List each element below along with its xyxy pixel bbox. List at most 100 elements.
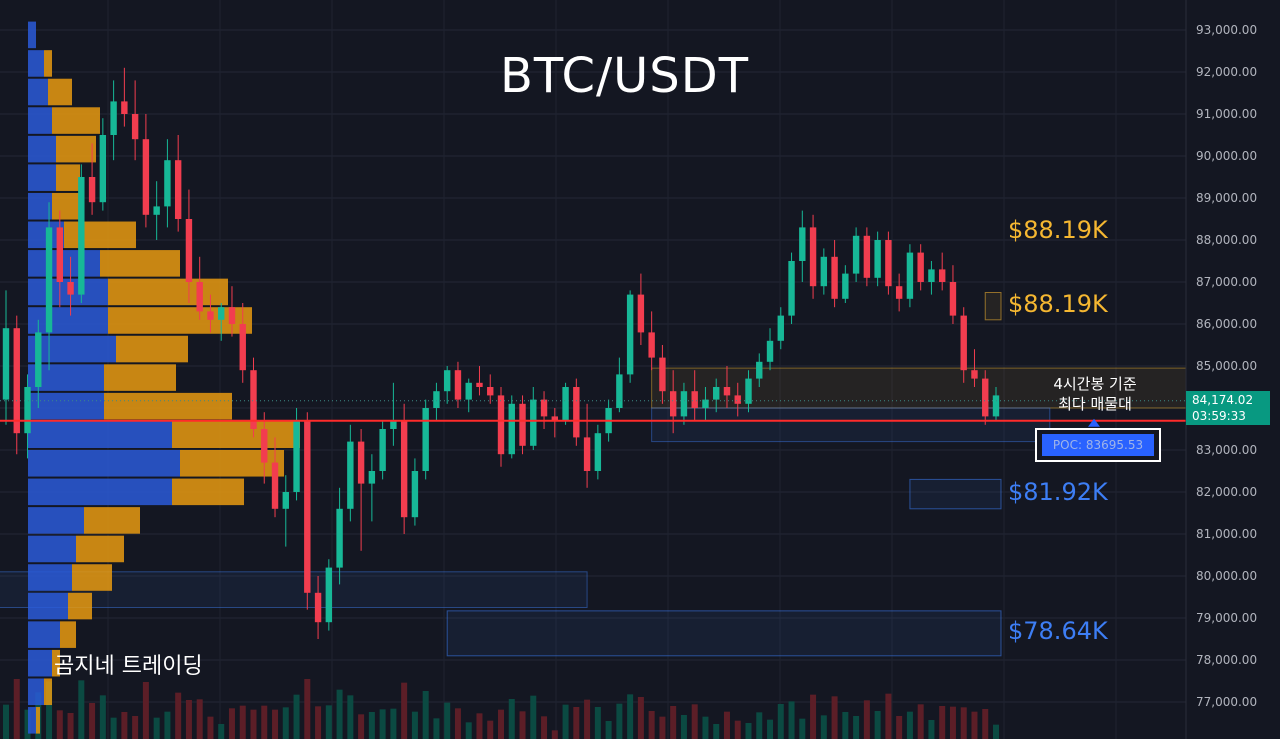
candle-body	[142, 139, 150, 215]
volume-profile-sell	[104, 364, 176, 391]
volume-bar	[788, 701, 795, 739]
brand-watermark: 곰지네 트레이딩	[54, 654, 203, 679]
candle-body	[271, 462, 279, 509]
volume-bar	[433, 718, 440, 739]
volume-bar	[949, 706, 956, 739]
y-tick-label: 91,000.00	[1196, 107, 1257, 121]
volume-bar	[261, 705, 268, 739]
volume-bar	[508, 699, 515, 739]
volume-bar	[541, 716, 548, 739]
volume-profile-sell	[56, 164, 80, 191]
y-tick-label: 83,000.00	[1196, 443, 1257, 457]
candle-body	[454, 370, 462, 400]
volume-profile-buy	[28, 649, 52, 677]
volume-profile-buy	[28, 307, 108, 334]
candle-body	[788, 261, 795, 316]
candle-body	[433, 391, 440, 408]
y-tick-label: 89,000.00	[1196, 191, 1257, 205]
volume-bar	[175, 692, 182, 739]
volume-bar	[562, 704, 569, 739]
candle-body	[745, 378, 752, 404]
volume-bar	[78, 680, 85, 739]
candle-body	[336, 508, 343, 568]
y-tick-label: 86,000.00	[1196, 317, 1257, 331]
candle-body	[852, 235, 860, 274]
candle-body	[185, 219, 193, 282]
volume-bar	[648, 711, 655, 739]
volume-bar	[702, 716, 709, 739]
zone-box-labeled	[909, 478, 1002, 510]
volume-profile-sell	[108, 307, 252, 334]
volume-bar	[928, 720, 935, 739]
volume-profile-sell	[72, 564, 112, 591]
volume-profile-buy	[28, 478, 172, 506]
volume-bar	[573, 707, 580, 739]
volume-bar	[89, 703, 96, 739]
volume-bar	[637, 697, 644, 739]
poc-marker	[1088, 418, 1100, 427]
candle-body	[680, 391, 688, 417]
volume-profile-sell	[84, 507, 140, 534]
y-tick-label: 82,000.00	[1196, 485, 1257, 499]
candle-body	[282, 492, 289, 509]
volume-bar	[110, 717, 117, 739]
volume-bar	[810, 694, 817, 739]
candle-body	[885, 240, 892, 287]
volume-profile-buy	[28, 535, 76, 563]
candle-body	[551, 416, 559, 421]
volume-profile-buy	[28, 135, 56, 163]
volume-bar	[691, 704, 698, 739]
volume-bar	[67, 713, 74, 739]
volume-profile-buy	[28, 678, 44, 706]
volume-bar	[831, 696, 838, 739]
poc-note-line-2: 최다 매물대	[1058, 395, 1132, 413]
candle-body	[669, 391, 677, 417]
candle-body	[400, 420, 408, 518]
y-tick-label: 88,000.00	[1196, 233, 1257, 247]
volume-profile-buy	[28, 78, 48, 106]
y-tick-label: 87,000.00	[1196, 275, 1257, 289]
volume-profile-sell	[172, 478, 244, 506]
volume-bar	[24, 709, 31, 739]
candle-body	[809, 227, 817, 287]
candle-body	[874, 240, 881, 278]
volume-bar	[476, 713, 483, 739]
volume-bar	[401, 682, 408, 739]
volume-bar	[584, 699, 591, 739]
poc-note: 4시간봉 기준 최다 매물대	[1030, 374, 1160, 414]
poc-label: POC: 83695.53	[1042, 434, 1154, 456]
volume-bar	[228, 708, 235, 739]
candle-body	[304, 420, 311, 593]
candle-body	[713, 387, 720, 400]
candle-body	[347, 441, 354, 509]
volume-profile-buy	[28, 564, 72, 591]
volume-profile-sell	[64, 221, 136, 249]
volume-bar	[745, 723, 752, 739]
candle-body	[390, 420, 397, 429]
candle-body	[831, 256, 838, 299]
volume-bar	[896, 716, 903, 739]
volume-profile-sell	[116, 335, 188, 363]
candle-body	[24, 387, 31, 434]
volume-bar	[917, 704, 924, 739]
volume-bar	[142, 682, 149, 739]
candle-body	[121, 101, 128, 114]
volume-bar	[863, 700, 870, 739]
zone-label: $88.19K	[1008, 290, 1108, 319]
candle-body	[992, 395, 1000, 417]
candle-body	[368, 471, 376, 484]
volume-profile-sell	[100, 250, 180, 277]
volume-bar	[756, 712, 763, 739]
candle-body	[325, 567, 333, 623]
volume-bar	[960, 707, 967, 739]
volume-bar	[465, 722, 472, 739]
candle-body	[261, 429, 268, 463]
y-tick-label: 78,000.00	[1196, 653, 1257, 667]
candle-body	[35, 332, 42, 387]
volume-bar	[121, 712, 128, 739]
price-axis[interactable]	[1186, 0, 1280, 739]
volume-bar	[272, 709, 279, 739]
volume-profile-buy	[28, 507, 84, 534]
